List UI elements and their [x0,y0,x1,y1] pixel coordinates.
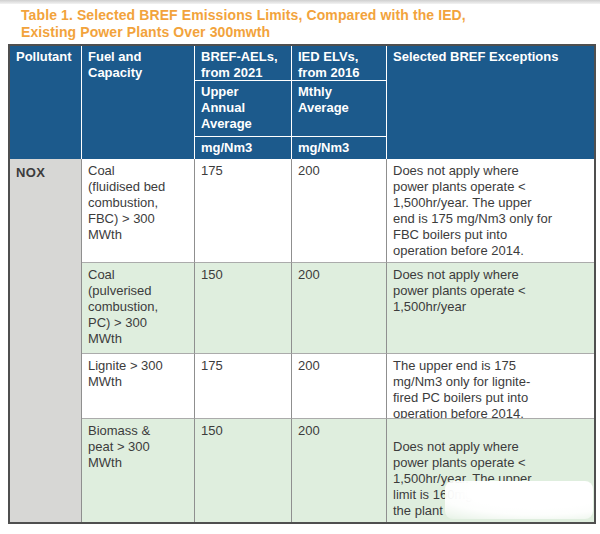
cell-exceptions: Does not apply where power plants operat… [387,418,594,522]
cell-exceptions: Does not apply where power plants operat… [387,159,594,262]
cell-bref-ael: 175 [195,353,292,418]
col-header-bref-subtitle: Upper Annual Average [195,81,292,137]
col-header-ied-subtitle: Mthly Average [292,81,387,137]
col-header-selected-bref-exceptions: Selected BREF Exceptions [387,46,594,159]
cell-bref-ael: 150 [195,262,292,353]
col-header-ied-unit: mg/Nm3 [292,137,387,159]
table-title-line1: Table 1. Selected BREF Emissions Limits,… [21,7,586,24]
cell-bref-ael: 150 [195,418,292,522]
cell-pollutant-nox: NOX [10,159,82,522]
col-header-bref-unit: mg/Nm3 [195,137,292,159]
table-title: Table 1. Selected BREF Emissions Limits,… [21,7,586,41]
cell-exceptions: The upper end is 175 mg/Nm3 only for lig… [387,353,594,418]
cell-ied-elv: 200 [292,262,387,353]
cell-ied-elv: 200 [292,159,387,262]
cell-bref-ael: 175 [195,159,292,262]
cell-ied-elv: 200 [292,418,387,522]
col-header-fuel-and-capacity: Fuel and Capacity [82,46,195,159]
cell-exceptions: Does not apply where power plants operat… [387,262,594,353]
cell-fuel-coal-fbc: Coal (fluidised bed combustion, FBC) > 3… [82,159,195,262]
exceptions-text: Does not apply where power plants operat… [393,439,588,522]
cell-fuel-lignite: Lignite > 300 MWth [82,353,195,418]
emissions-limits-table: Pollutant Fuel and Capacity BREF-AELs, f… [8,44,596,524]
table-title-line2: Existing Power Plants Over 300mwth [21,24,586,41]
cell-fuel-coal-pc: Coal (pulverised combustion, PC) > 300 M… [82,262,195,353]
col-header-bref-aels: BREF-AELs, from 2021 [195,46,292,81]
window-edge-strip [0,0,600,4]
cell-fuel-biomass-peat: Biomass & peat > 300 MWth [82,418,195,522]
cell-ied-elv: 200 [292,353,387,418]
col-header-pollutant: Pollutant [10,46,82,159]
col-header-ied-elvs: IED ELVs, from 2016 [292,46,387,81]
